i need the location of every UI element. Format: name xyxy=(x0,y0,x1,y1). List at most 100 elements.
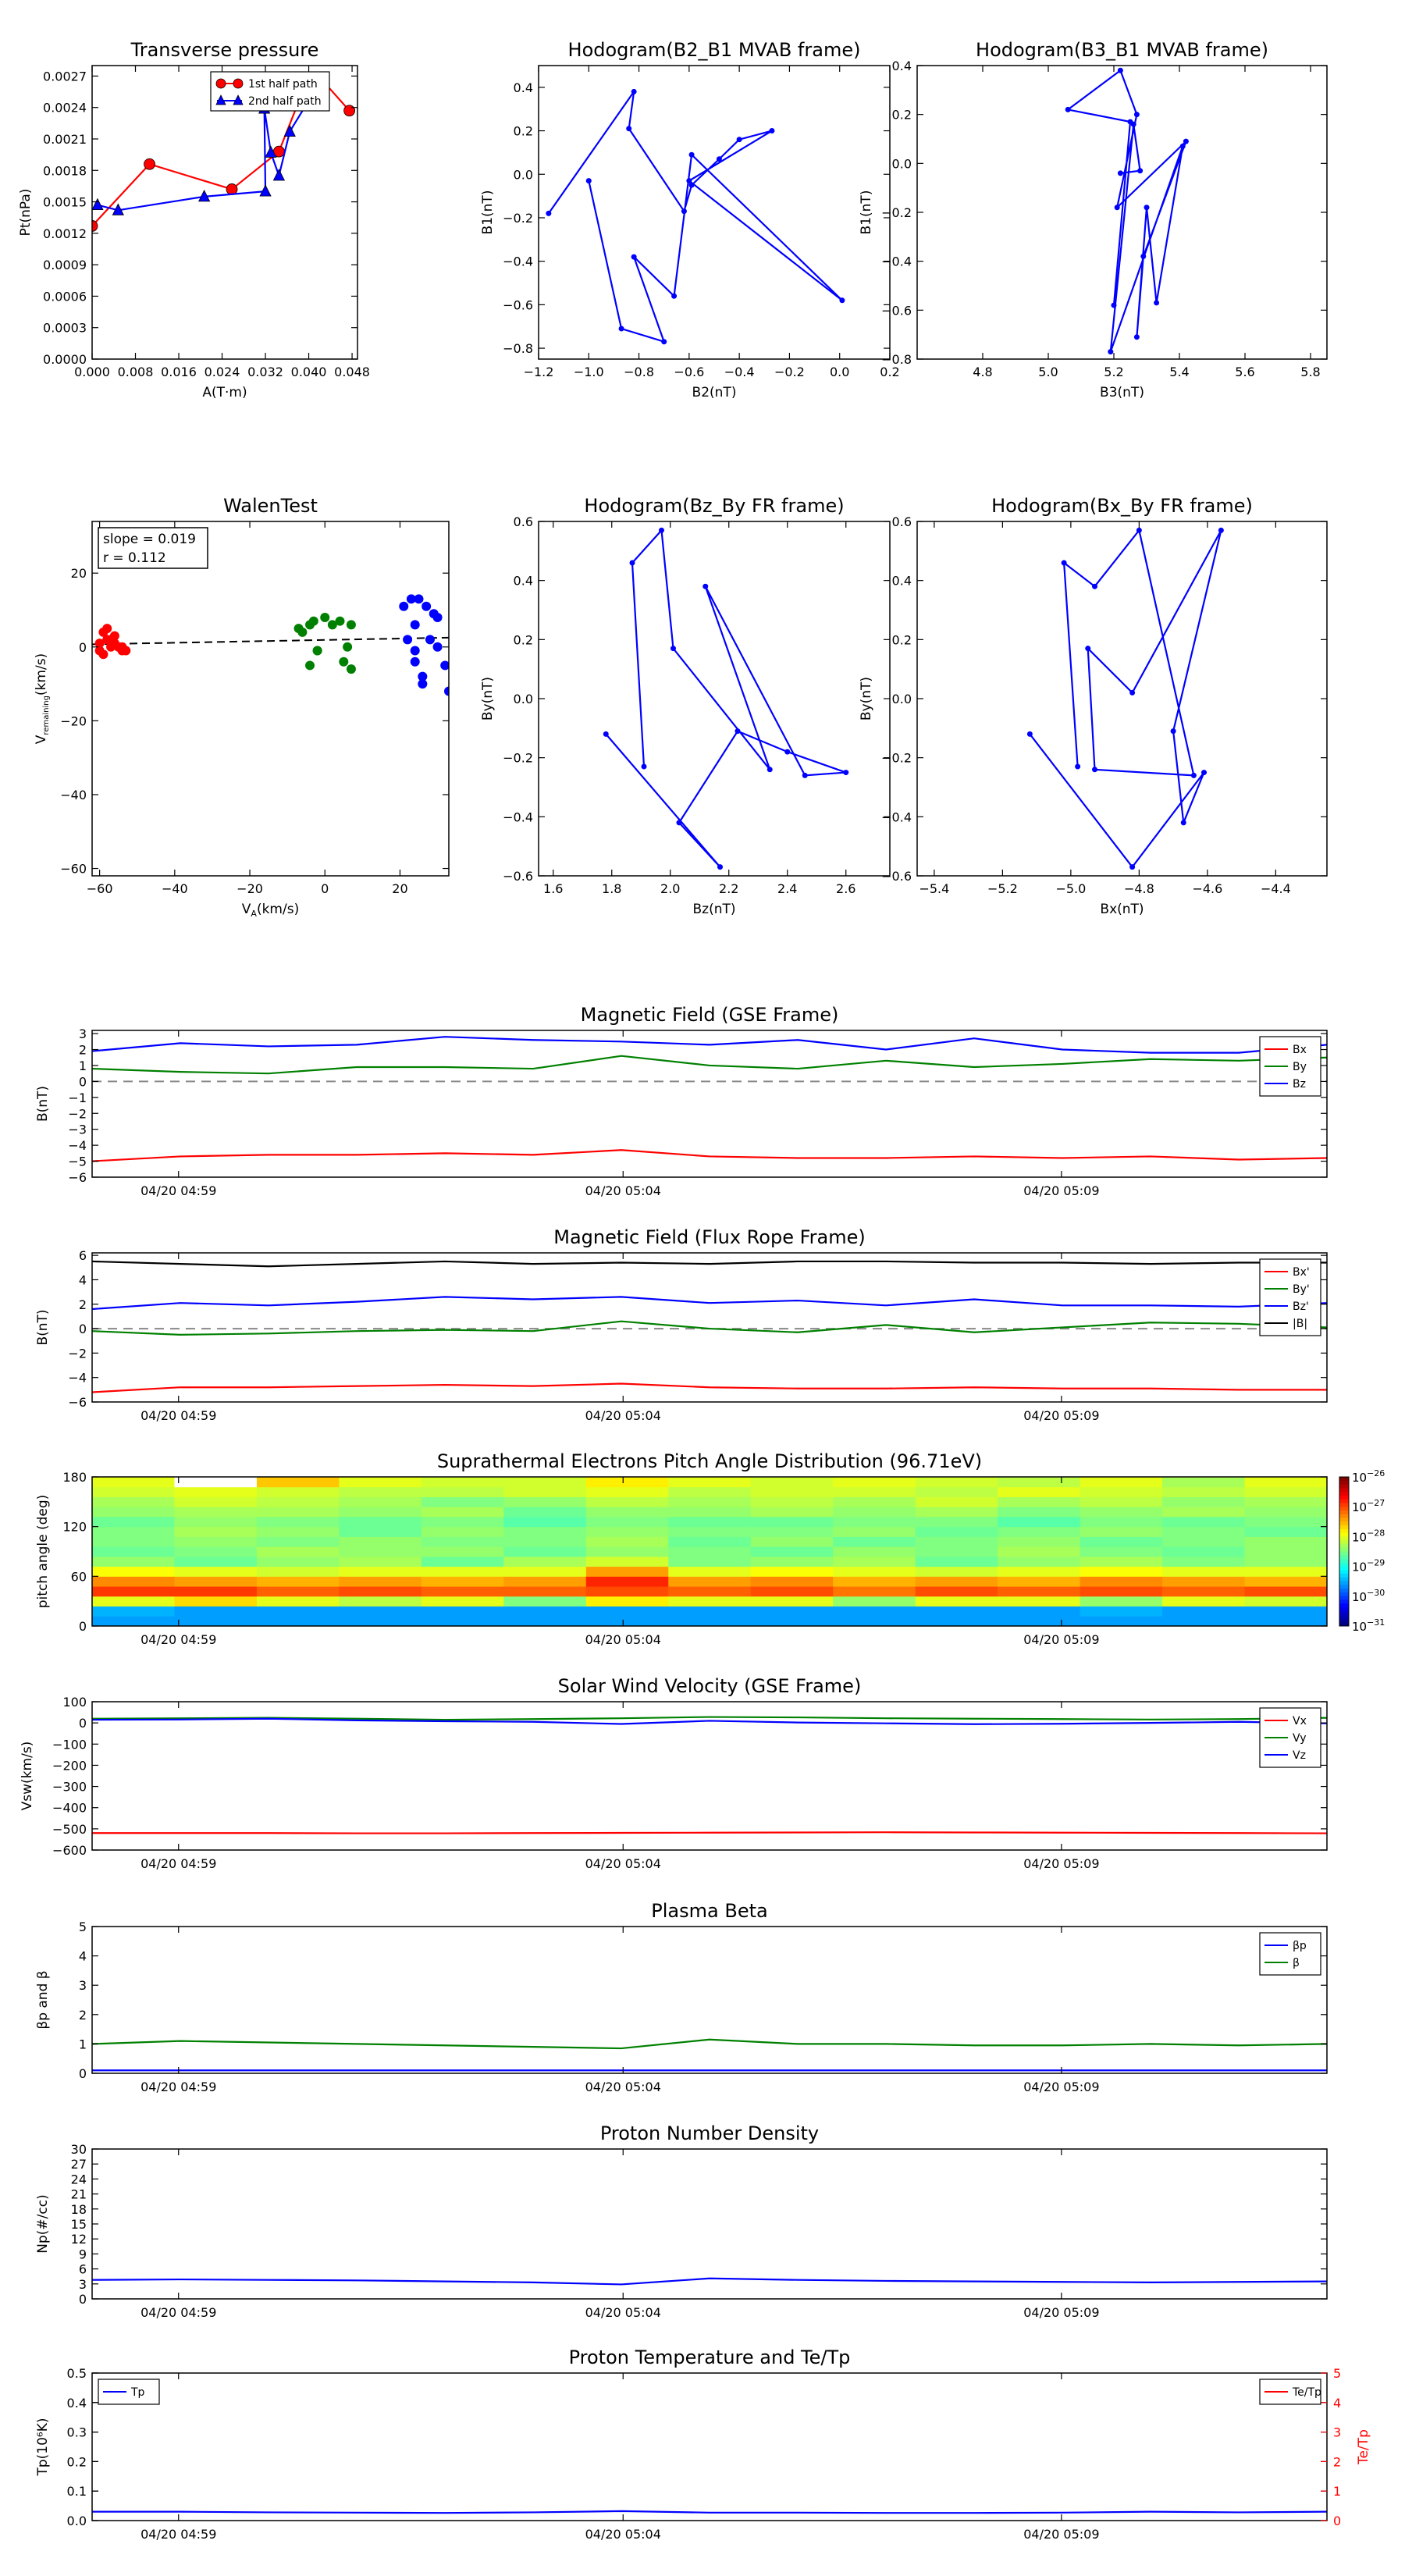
x-tick-label: −4.8 xyxy=(1124,881,1154,896)
plot-title: Hodogram(B3_B1 MVAB frame) xyxy=(976,39,1268,61)
heatmap-cell xyxy=(1080,1606,1163,1617)
heatmap-cell xyxy=(1244,1596,1328,1607)
heatmap-cell xyxy=(998,1477,1081,1488)
colorbar-segment xyxy=(1339,1610,1349,1616)
data-point xyxy=(92,220,98,232)
heatmap-cell xyxy=(421,1556,504,1567)
legend-label: Bz' xyxy=(1293,1300,1309,1313)
y-tick-label: 0.3 xyxy=(67,2425,87,2440)
heatmap-cell xyxy=(174,1596,258,1607)
heatmap-cell xyxy=(668,1516,752,1528)
y-tick-label: −200 xyxy=(52,1758,87,1773)
heatmap-cell xyxy=(256,1576,340,1587)
y-tick-label: 9 xyxy=(79,2247,87,2261)
colorbar-segment xyxy=(1339,1551,1349,1556)
legend-marker xyxy=(233,94,244,105)
series-line xyxy=(1029,528,1222,869)
data-point xyxy=(403,635,413,645)
heatmap-cell xyxy=(1244,1516,1328,1528)
heatmap-cell xyxy=(421,1496,504,1507)
y-tick-label: 0.4 xyxy=(514,80,533,95)
colorbar-segment xyxy=(1339,1547,1349,1552)
plot-frame xyxy=(91,1926,1328,2074)
plot-frame xyxy=(91,2148,1328,2300)
series-line xyxy=(91,1717,1328,1725)
legend-label: Bz xyxy=(1293,1078,1306,1091)
data-point xyxy=(688,182,695,188)
heatmap-cell xyxy=(92,1477,175,1488)
y-tick-label: −0.2 xyxy=(881,205,912,220)
legend-label: β xyxy=(1293,1957,1300,1969)
data-point xyxy=(671,293,678,299)
heatmap-cell xyxy=(915,1546,998,1557)
data-point xyxy=(1133,334,1140,340)
colorbar-segment xyxy=(1339,1543,1349,1549)
data-point xyxy=(767,767,773,773)
series-line xyxy=(605,528,847,868)
heatmap-cell xyxy=(339,1586,422,1597)
legend: Tp xyxy=(98,2379,160,2405)
colorbar-tick-exp: −28 xyxy=(1367,1528,1385,1538)
colorbar-tick-base: 10 xyxy=(1352,1560,1367,1574)
legend-label: Vy xyxy=(1293,1732,1307,1745)
heatmap-cell xyxy=(503,1546,587,1557)
y-tick-label: 0.0021 xyxy=(43,132,87,147)
x-tick-label: 04/20 04:59 xyxy=(140,2305,216,2320)
y-tick-label: 0.0 xyxy=(892,692,912,706)
data-point xyxy=(406,594,416,604)
legend-label: Bx' xyxy=(1293,1266,1310,1279)
colorbar-tick-label: 10−26 xyxy=(1352,1468,1385,1485)
legend-label: By xyxy=(1293,1061,1307,1073)
x-tick-label: 0.032 xyxy=(247,365,283,379)
data-point xyxy=(1117,170,1123,176)
series-line xyxy=(92,1831,1328,1834)
colorbar-segment xyxy=(1339,1492,1349,1496)
y-axis-label: By(nT) xyxy=(859,677,874,720)
y-tick-label: −0.6 xyxy=(881,303,912,318)
legend-marker xyxy=(215,78,226,89)
heatmap-cell xyxy=(915,1606,998,1617)
heatmap-cell xyxy=(915,1616,998,1627)
colorbar-segment xyxy=(1339,1622,1349,1627)
legend-label: βp xyxy=(1293,1940,1307,1952)
x-tick-label: 04/20 05:09 xyxy=(1023,2527,1099,2542)
heatmap-cell xyxy=(1162,1486,1246,1497)
heatmap-cell xyxy=(503,1507,587,1517)
heatmap-cell xyxy=(339,1536,422,1547)
plot-area xyxy=(603,527,849,870)
y-tick-label: −100 xyxy=(52,1737,87,1752)
heatmap-cell xyxy=(339,1516,422,1528)
heatmap-cell xyxy=(1162,1516,1246,1528)
y-tick-label: 18 xyxy=(71,2202,87,2217)
plot-frame xyxy=(91,65,358,360)
data-point xyxy=(839,297,845,304)
plot-frame xyxy=(538,65,891,360)
y-tick-label: 0.0000 xyxy=(43,352,87,367)
heatmap-cell xyxy=(668,1526,752,1537)
heatmap-cell xyxy=(668,1486,752,1497)
legend: Te/Tp xyxy=(1259,2379,1321,2405)
y-tick-label: 2 xyxy=(79,2008,87,2023)
heatmap-cell xyxy=(503,1486,587,1497)
heatmap-cell xyxy=(1244,1526,1328,1537)
data-point xyxy=(112,203,124,215)
heatmap-cell xyxy=(668,1586,752,1597)
x-tick-label: 04/20 05:04 xyxy=(585,2527,661,2542)
x-tick-label: 04/20 05:09 xyxy=(1023,1856,1099,1871)
data-point xyxy=(308,616,318,626)
series-line xyxy=(91,1382,1327,1393)
heatmap-cell xyxy=(256,1596,340,1607)
y-tick-label: 6 xyxy=(79,2262,87,2277)
x-tick-label: 04/20 05:09 xyxy=(1023,2080,1099,2094)
x-tick-label: 20 xyxy=(392,881,407,896)
data-point xyxy=(686,178,692,184)
x-tick-label: 5.0 xyxy=(1038,365,1058,379)
heatmap-cell xyxy=(339,1477,422,1488)
heatmap-cell xyxy=(503,1606,587,1617)
heatmap-cell xyxy=(1080,1596,1163,1607)
y-tick-label: −500 xyxy=(52,1822,87,1837)
y-tick-label: 0 xyxy=(79,1619,87,1634)
series-line xyxy=(547,91,843,343)
legend: βp β xyxy=(1259,1932,1321,1976)
